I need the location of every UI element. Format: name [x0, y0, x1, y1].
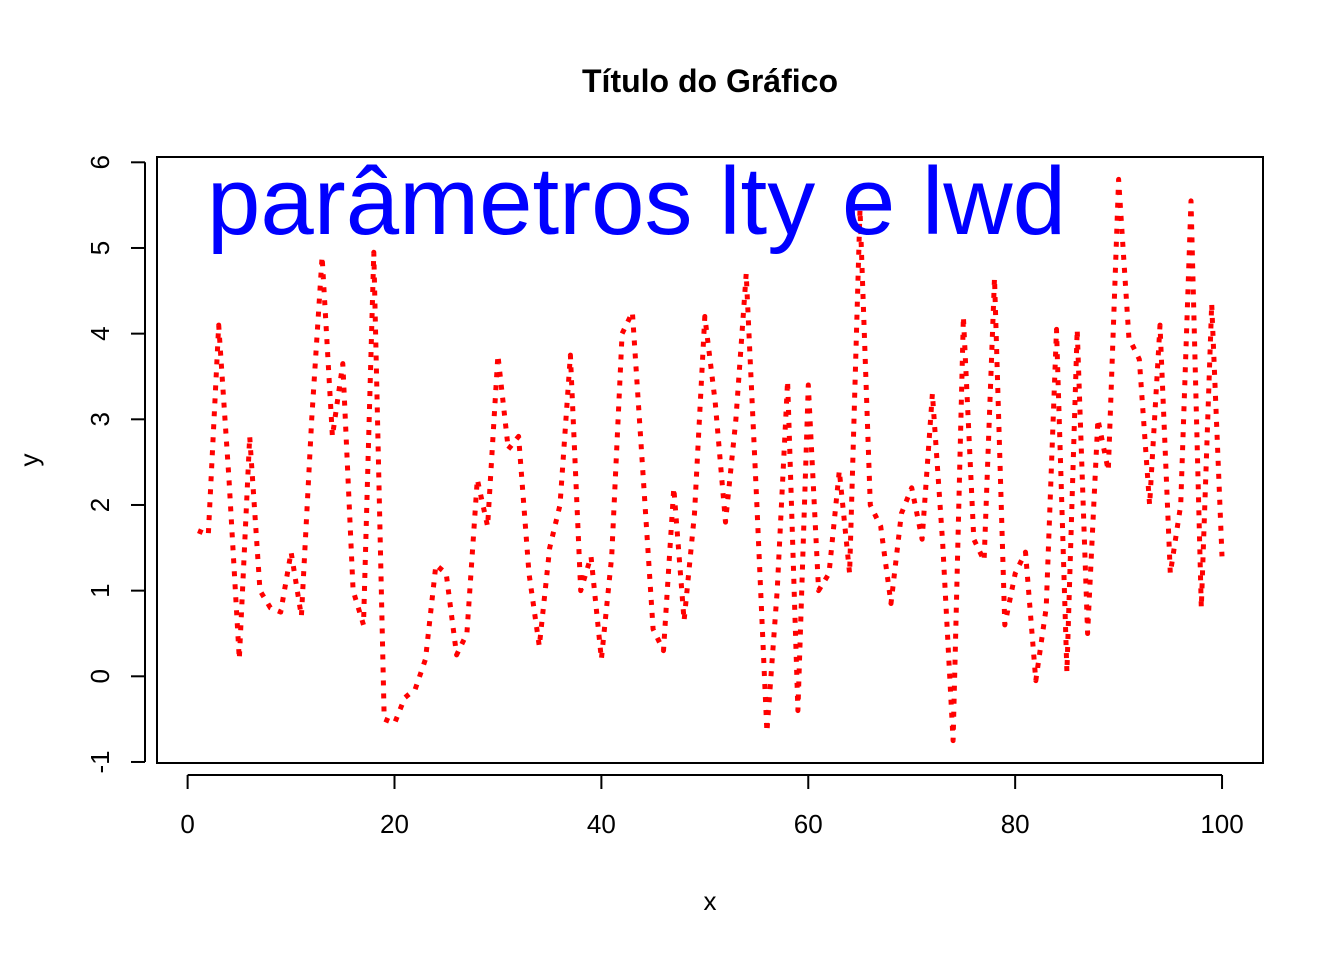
y-tick-label: 2 [85, 498, 115, 512]
y-axis: -1 0 1 2 3 4 5 6 [85, 155, 146, 774]
y-axis-label: y [14, 454, 44, 467]
x-tick-label: 80 [1001, 809, 1030, 839]
x-tick-label: 0 [180, 809, 194, 839]
chart-title: Título do Gráfico [582, 63, 838, 99]
x-tick-label: 20 [380, 809, 409, 839]
data-series [197, 176, 1225, 744]
y-tick-label: 6 [85, 155, 115, 169]
y-tick-label: 3 [85, 412, 115, 426]
x-tick-label: 40 [587, 809, 616, 839]
x-axis-label: x [704, 886, 717, 916]
y-tick-label: -1 [85, 750, 115, 773]
y-tick-label: 0 [85, 669, 115, 683]
y-tick-label: 4 [85, 326, 115, 340]
chart-annotation: parâmetros lty e lwd [207, 148, 1066, 255]
plot-frame [156, 156, 1264, 764]
y-tick-label: 5 [85, 241, 115, 255]
x-tick-label: 100 [1200, 809, 1243, 839]
x-tick-label: 60 [794, 809, 823, 839]
y-tick-label: 1 [85, 583, 115, 597]
series-line [197, 176, 1225, 744]
x-axis: 0 20 40 60 80 100 [180, 774, 1244, 839]
